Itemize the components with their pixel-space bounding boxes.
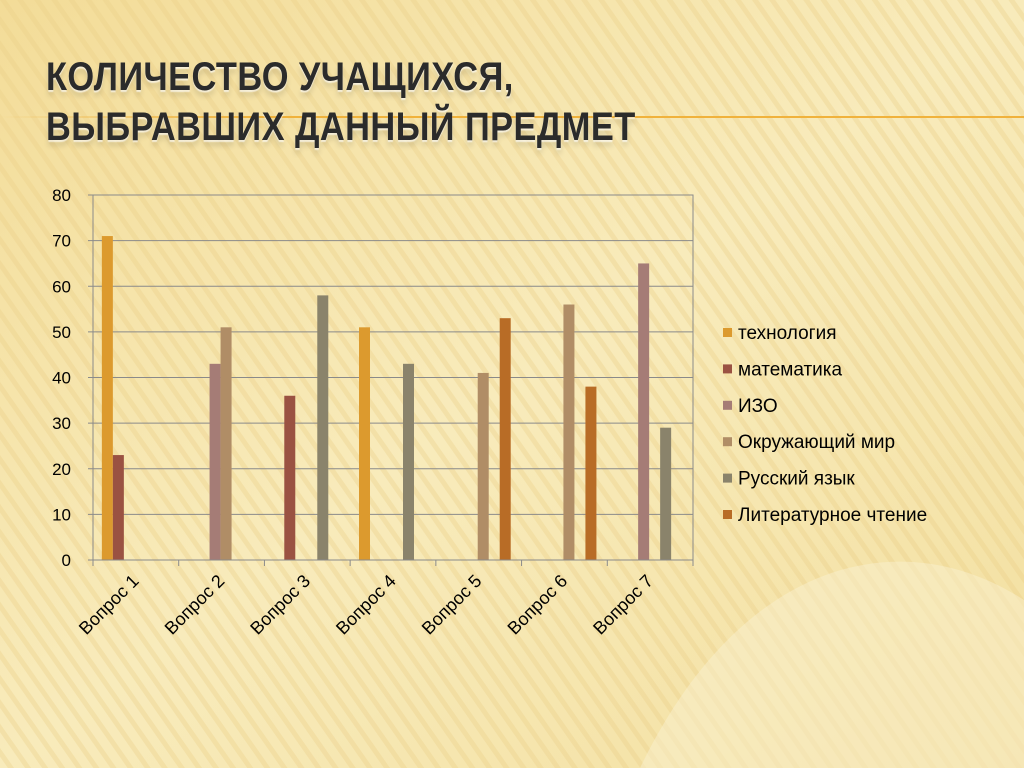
x-tick-label: Вопрос 5 (418, 571, 486, 639)
y-tick-label: 80 (52, 186, 71, 205)
bar (563, 304, 575, 560)
y-tick-label: 30 (52, 414, 71, 433)
legend-swatch (723, 400, 732, 410)
bar (101, 236, 113, 560)
y-tick-label: 40 (52, 369, 71, 388)
bar (220, 327, 232, 560)
bar (585, 386, 597, 560)
bar (359, 327, 370, 560)
legend-swatch (723, 510, 732, 519)
y-tick-label: 10 (52, 505, 71, 524)
slide-title: Количество учащихся, выбравших данный пр… (46, 52, 820, 152)
x-tick-label: Вопрос 7 (589, 571, 657, 639)
bar (660, 427, 672, 560)
y-tick-label: 0 (62, 551, 71, 570)
legend-label: Окружающий мир (738, 432, 895, 453)
legend-label: технология (738, 323, 836, 344)
legend-label: математика (738, 359, 843, 380)
slide-title-line-2: выбравших данный предмет (46, 105, 636, 149)
legend-label: Русский язык (738, 469, 855, 490)
y-tick-label: 50 (52, 323, 71, 342)
legend-label: ИЗО (738, 396, 778, 417)
legend-swatch (723, 437, 732, 447)
legend-swatch (723, 328, 732, 337)
y-tick-label: 70 (52, 232, 71, 251)
legend: технология математика ИЗО Окружающий мир Рус… (723, 323, 927, 526)
x-tick-label: Вопрос 1 (75, 571, 143, 639)
bar (112, 455, 124, 560)
bars (101, 236, 672, 560)
bar (403, 363, 414, 560)
title-underline (0, 116, 1024, 118)
bar (638, 263, 650, 560)
gridlines (92, 194, 694, 561)
legend-swatch (723, 473, 732, 483)
bar (499, 318, 511, 560)
bar (209, 363, 221, 560)
y-tick-label: 20 (52, 460, 71, 479)
x-tick-label: Вопрос 4 (332, 571, 400, 639)
bar (284, 395, 296, 560)
slide-title-line-1: Количество учащихся, (46, 55, 514, 99)
legend-label: Литературное чтение (738, 505, 927, 526)
legend-swatch (723, 364, 732, 374)
bar (317, 295, 329, 560)
x-tick-label: Вопрос 6 (504, 571, 572, 639)
y-tick-label: 60 (52, 277, 71, 296)
x-tick-label: Вопрос 2 (161, 571, 229, 639)
bar (477, 372, 489, 560)
x-tick-label: Вопрос 3 (246, 571, 314, 639)
